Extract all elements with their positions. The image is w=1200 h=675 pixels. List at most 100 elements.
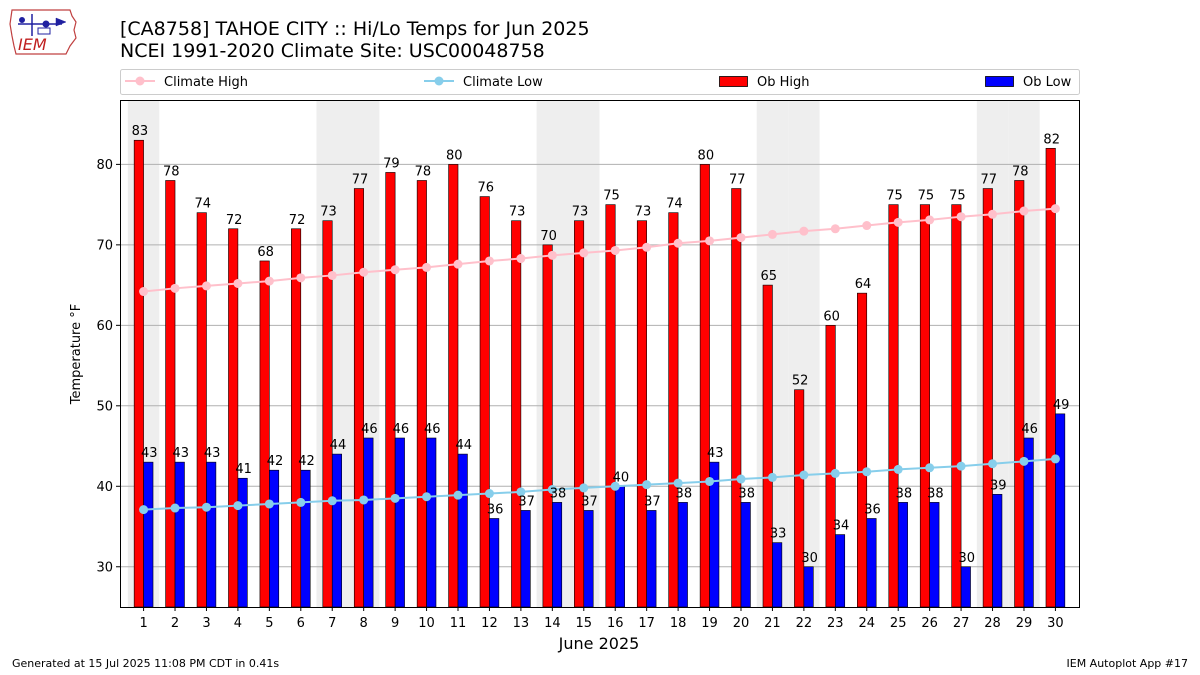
climate-high-point-day-26 [925, 215, 935, 225]
ob-high-value-label-day-29: 78 [1012, 164, 1029, 179]
climate-high-point-day-10 [422, 262, 432, 272]
ob-high-value-label-day-27: 75 [949, 189, 966, 204]
ob-high-bar-day-21 [762, 284, 773, 608]
climate-high-point-day-15 [579, 248, 589, 258]
ob-high-value-label-day-4: 72 [226, 213, 243, 228]
climate-low-point-day-25 [893, 464, 903, 474]
ob-low-value-label-day-25: 38 [896, 486, 913, 501]
ob-high-bar-day-5 [259, 260, 270, 608]
x-tick-label-7: 7 [328, 616, 336, 631]
x-tick-label-29: 29 [1016, 616, 1033, 631]
legend-item-ob-high: Ob High [719, 75, 810, 90]
x-tick-label-15: 15 [576, 616, 593, 631]
ob-high-bar-day-13 [511, 220, 522, 608]
climate-high-point-day-14 [547, 250, 557, 260]
y-tick-label-70: 70 [96, 238, 113, 253]
climate-low-point-day-23 [830, 468, 840, 478]
x-tick-label-19: 19 [701, 616, 718, 631]
x-tick-label-28: 28 [984, 616, 1001, 631]
ob-high-value-label-day-9: 79 [383, 156, 400, 171]
ob-low-value-label-day-22: 30 [801, 551, 818, 566]
ob-high-value-label-day-16: 75 [603, 189, 620, 204]
legend-frame [120, 69, 1080, 95]
ob-low-value-label-day-2: 43 [172, 446, 189, 461]
climate-low-point-day-12 [484, 489, 494, 499]
climate-high-point-day-1 [139, 287, 149, 297]
climate-low-point-day-4 [233, 501, 243, 511]
ob-low-value-label-day-21: 33 [770, 527, 787, 542]
x-tick-label-4: 4 [234, 616, 242, 631]
ob-low-bar-day-22 [803, 566, 814, 608]
ob-high-value-label-day-26: 75 [918, 189, 935, 204]
ob-high-value-label-day-14: 70 [540, 229, 557, 244]
climate-high-point-day-3 [201, 281, 211, 291]
ob-high-value-label-day-17: 73 [635, 205, 652, 220]
x-tick-label-30: 30 [1047, 616, 1064, 631]
ob-high-bar-day-27 [951, 204, 962, 608]
x-tick-label-17: 17 [638, 616, 655, 631]
x-tick-label-12: 12 [481, 616, 498, 631]
ob-low-bar-day-26 [929, 502, 940, 608]
ob-high-value-label-day-13: 73 [509, 205, 526, 220]
ob-high-value-label-day-8: 77 [352, 173, 369, 188]
ob-low-value-label-day-26: 38 [927, 486, 944, 501]
climate-low-point-day-26 [925, 463, 935, 473]
ob-high-bar-day-30 [1045, 147, 1056, 608]
ob-high-value-label-day-10: 78 [415, 164, 432, 179]
ob-low-value-label-day-16: 40 [613, 470, 630, 485]
legend-item-climate-high: Climate High [125, 75, 248, 90]
app-credit: IEM Autoplot App #17 [1066, 657, 1189, 670]
legend-label-climate-high: Climate High [164, 75, 248, 90]
ob-high-bar-day-1 [133, 139, 144, 608]
climate-low-point-day-18 [673, 478, 683, 488]
ob-low-bar-day-9 [394, 437, 405, 608]
ob-low-bar-day-17 [646, 510, 657, 608]
climate-high-point-day-2 [170, 283, 180, 293]
ob-low-bar-day-16 [614, 485, 625, 608]
climate-low-point-day-7 [327, 496, 337, 506]
ob-high-bar-day-18 [668, 212, 679, 608]
ob-low-bar-day-13 [520, 510, 531, 608]
climate-low-point-day-9 [390, 493, 400, 503]
ob-high-value-label-day-6: 72 [289, 213, 306, 228]
climate-low-point-day-11 [453, 490, 463, 500]
climate-low-point-day-29 [1019, 456, 1029, 466]
x-tick-label-11: 11 [450, 616, 467, 631]
legend-label-ob-high: Ob High [757, 75, 810, 90]
ob-low-bar-day-12 [489, 518, 500, 608]
ob-low-bar-day-3 [206, 461, 217, 608]
x-tick-label-1: 1 [139, 616, 147, 631]
x-tick-label-5: 5 [265, 616, 273, 631]
ob-low-bar-day-4 [237, 477, 248, 608]
ob-low-value-label-day-12: 36 [487, 502, 504, 517]
climate-low-point-day-28 [988, 459, 998, 469]
ob-low-value-label-day-8: 46 [361, 422, 378, 437]
ob-low-bar-day-20 [740, 502, 751, 608]
x-tick-label-16: 16 [607, 616, 624, 631]
climate-high-line [143, 207, 1056, 293]
ob-high-value-label-day-18: 74 [666, 197, 683, 212]
climate-low-point-day-20 [736, 474, 746, 484]
ob-low-value-label-day-11: 44 [455, 438, 472, 453]
ob-high-bar-day-2 [165, 180, 176, 608]
ob-low-value-label-day-27: 30 [959, 551, 976, 566]
ob-high-bar-day-3 [196, 212, 207, 608]
ob-high-value-label-day-19: 80 [698, 148, 715, 163]
climate-low-point-day-1 [139, 505, 149, 515]
legend: Climate High Climate Low Ob High Ob Low [120, 69, 1080, 95]
climate-low-point-day-22 [799, 470, 809, 480]
climate-lines-layer [139, 204, 1060, 515]
ob-low-value-label-day-20: 38 [738, 486, 755, 501]
ob-high-value-label-day-15: 73 [572, 205, 589, 220]
climate-high-point-day-16 [610, 245, 620, 255]
climate-high-point-day-25 [893, 217, 903, 227]
climate-high-point-day-27 [956, 212, 966, 222]
bars-layer [133, 139, 1066, 608]
ob-low-value-label-day-13: 37 [518, 494, 535, 509]
ob-high-bar-day-24 [857, 292, 868, 608]
ob-low-value-label-day-6: 42 [298, 454, 315, 469]
climate-high-point-day-6 [296, 273, 306, 283]
climate-low-point-day-8 [359, 495, 369, 505]
